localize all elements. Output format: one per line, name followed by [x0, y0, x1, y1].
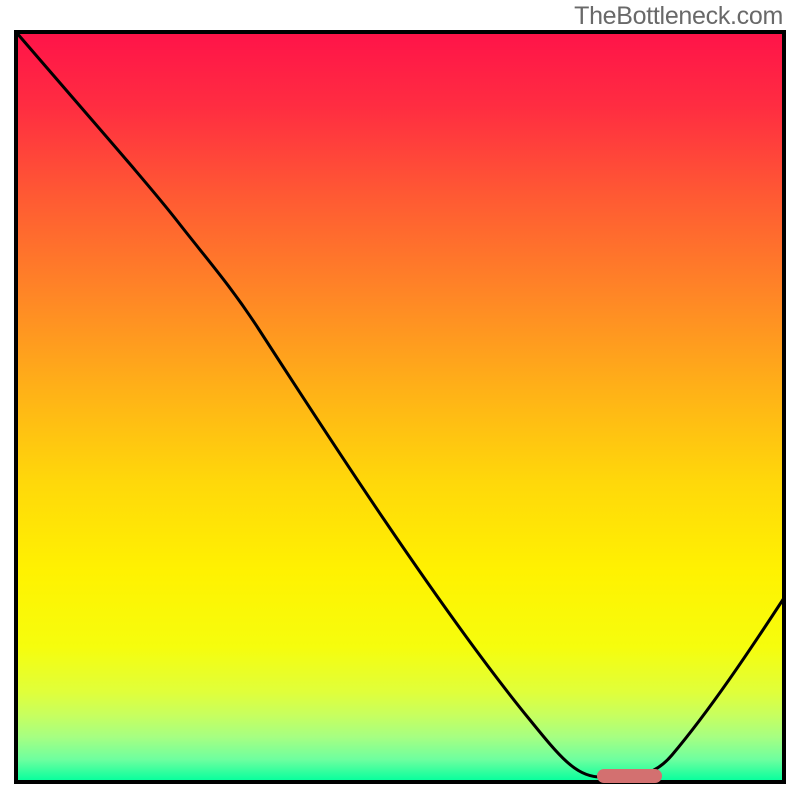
chart-svg [0, 0, 800, 800]
chart-container: TheBottleneck.com [0, 0, 800, 800]
watermark-text: TheBottleneck.com [574, 2, 783, 31]
optimum-marker [597, 769, 662, 783]
plot-area-fill [16, 32, 784, 782]
